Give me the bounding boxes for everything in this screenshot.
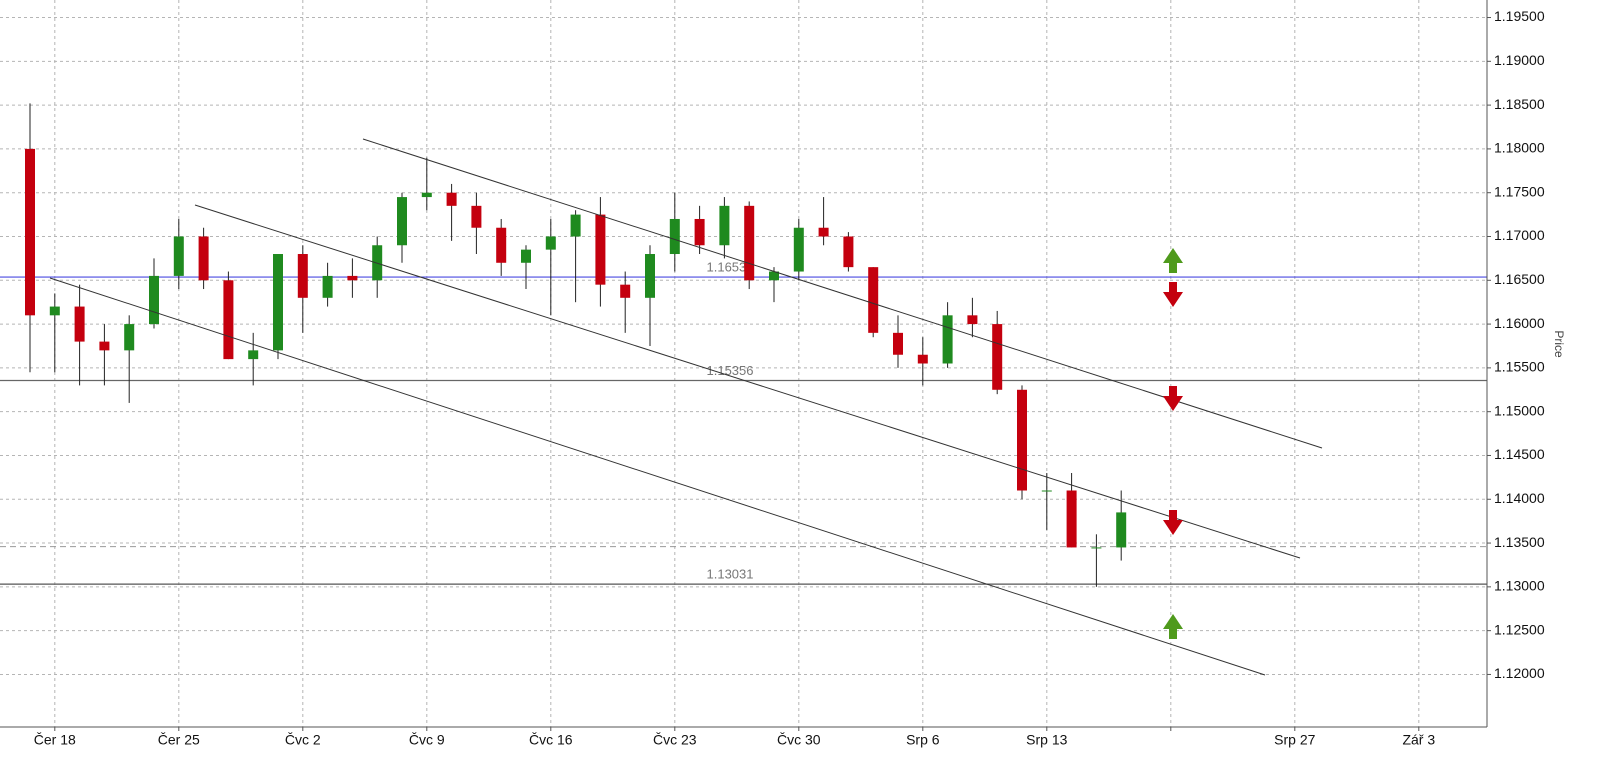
candle-body <box>769 271 779 281</box>
candle-body <box>942 315 953 364</box>
candle-body <box>719 205 730 246</box>
y-tick-label: 1.19500 <box>1494 8 1545 24</box>
candle-body <box>645 254 655 298</box>
candle-body <box>843 236 854 268</box>
y-tick-label: 1.16500 <box>1494 271 1545 287</box>
grid-layer <box>0 0 1487 727</box>
plot-layer: 1.16537 1.15356 1.13031 <box>0 103 1487 587</box>
arrow-down <box>1163 282 1183 307</box>
y-tick-label: 1.18000 <box>1494 140 1545 156</box>
candle-body <box>25 148 35 316</box>
candle-body <box>1041 490 1052 492</box>
candle-body <box>893 332 903 355</box>
y-tick-label: 1.17500 <box>1494 183 1545 199</box>
candle-body <box>496 227 507 263</box>
x-tick-label: Srp 27 <box>1274 732 1315 748</box>
candle-body <box>669 218 680 255</box>
candle-body <box>173 236 184 276</box>
candle-body <box>297 254 308 298</box>
candle-body <box>198 236 209 281</box>
candle-body <box>521 249 531 263</box>
price-level-label: 1.13031 <box>707 567 754 582</box>
candle-body <box>917 354 928 364</box>
price-level-label: 1.15356 <box>707 363 754 378</box>
arrow-down <box>1163 510 1183 535</box>
y-tick-label: 1.14000 <box>1494 490 1545 506</box>
x-tick-label: Srp 6 <box>906 732 940 748</box>
candle-body <box>967 315 978 325</box>
arrow-up <box>1163 614 1183 639</box>
candle-body <box>99 341 110 351</box>
x-tick-label: Čvc 9 <box>409 732 445 748</box>
candle-body <box>1017 389 1027 491</box>
candle-body <box>595 214 606 285</box>
y-tick-label: 1.19000 <box>1494 52 1545 68</box>
x-tick-label: Srp 13 <box>1026 732 1067 748</box>
axis-layer: 1.12000 1.12500 1.13000 1.13500 1.14000 1.145… <box>34 8 1545 747</box>
x-tick-label: Čer 18 <box>34 732 76 748</box>
candle-body <box>74 306 85 342</box>
candle-body <box>446 192 457 206</box>
candle-body <box>322 275 333 298</box>
trend-line <box>194 204 1301 559</box>
candle-body <box>694 218 705 246</box>
signal-arrows <box>1163 248 1183 639</box>
candle-body <box>273 254 283 351</box>
candle-body <box>818 227 829 237</box>
y-tick-label: 1.15000 <box>1494 402 1545 418</box>
y-tick-label: 1.18500 <box>1494 96 1545 112</box>
arrow-up <box>1163 248 1183 273</box>
y-tick-label: 1.17000 <box>1494 227 1545 243</box>
candle-body <box>545 236 556 250</box>
x-tick-label: Čvc 23 <box>653 732 697 748</box>
y-axis-label: Price <box>1552 330 1566 358</box>
candle-body <box>223 280 234 360</box>
candle-body <box>868 267 879 333</box>
y-tick-label: 1.15500 <box>1494 359 1545 375</box>
candle-body <box>1091 547 1102 549</box>
candle-body <box>620 284 631 298</box>
candle-body <box>397 197 407 246</box>
x-tick-label: Čer 25 <box>158 732 200 748</box>
candle-body <box>49 306 60 316</box>
candle-body <box>248 350 259 360</box>
x-tick-label: Čvc 2 <box>285 732 321 748</box>
y-tick-label: 1.16000 <box>1494 315 1545 331</box>
candle-body <box>1116 512 1127 548</box>
candle-body <box>347 275 358 281</box>
x-tick-label: Čvc 30 <box>777 732 821 748</box>
y-tick-label: 1.14500 <box>1494 446 1545 462</box>
candle-body <box>570 214 581 237</box>
candle-body <box>124 324 135 351</box>
candle-body <box>421 192 432 198</box>
candle-body <box>471 205 482 228</box>
price-level-label: 1.16537 <box>707 259 754 274</box>
trend-line <box>362 138 1323 449</box>
candle-body <box>793 227 804 272</box>
trend-line <box>49 277 1266 676</box>
x-tick-label: Zář 3 <box>1402 732 1435 748</box>
candle-body <box>744 205 755 281</box>
y-tick-label: 1.12000 <box>1494 665 1545 681</box>
y-tick-label: 1.13500 <box>1494 534 1545 550</box>
candle-body <box>149 275 159 325</box>
trend-lines <box>49 138 1323 676</box>
y-tick-label: 1.12500 <box>1494 621 1545 637</box>
candle-body <box>992 324 1003 390</box>
candle-body <box>1066 490 1077 548</box>
y-tick-label: 1.13000 <box>1494 578 1545 594</box>
arrow-down <box>1163 386 1183 411</box>
x-tick-label: Čvc 16 <box>529 732 573 748</box>
